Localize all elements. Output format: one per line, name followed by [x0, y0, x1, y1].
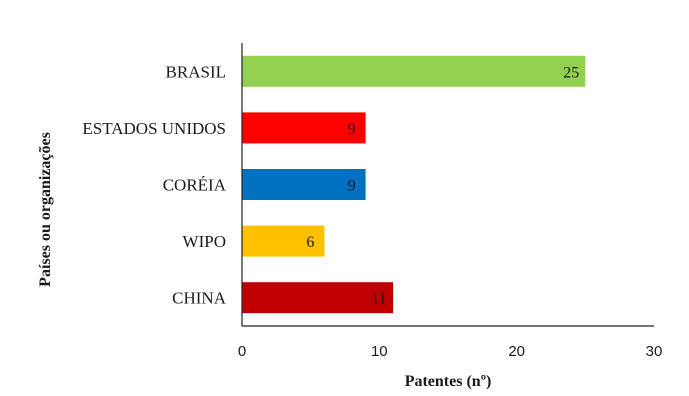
data-label: 6: [306, 234, 314, 251]
data-label: 11: [371, 291, 386, 308]
x-axis-title: Patentes (nº): [405, 373, 492, 390]
bar-wipo: [242, 225, 325, 257]
bars-group: [242, 55, 586, 314]
category-label: BRASIL: [166, 62, 226, 81]
category-label: ESTADOS UNIDOS: [82, 119, 226, 138]
bar-estados-unidos: [242, 112, 366, 144]
category-label: WIPO: [183, 232, 226, 251]
x-tick-label: 30: [646, 343, 663, 360]
data-labels: 25 9 9 6 11: [306, 64, 579, 307]
x-tick-labels: 0 10 20 30: [238, 343, 663, 360]
bar-brasil: [242, 55, 586, 87]
bar-china: [242, 282, 394, 314]
category-labels: BRASIL ESTADOS UNIDOS CORÉIA WIPO CHINA: [82, 62, 226, 307]
data-label: 9: [348, 178, 356, 195]
category-label: CORÉIA: [163, 176, 227, 195]
x-tick-label: 10: [371, 343, 388, 360]
x-tick-label: 0: [238, 343, 246, 360]
data-label: 25: [563, 64, 579, 81]
y-axis-title: Países ou organizações: [37, 132, 54, 287]
data-label: 9: [348, 121, 356, 138]
x-tick-label: 20: [508, 343, 525, 360]
bar-cor-ia: [242, 169, 366, 200]
category-label: CHINA: [172, 289, 227, 308]
